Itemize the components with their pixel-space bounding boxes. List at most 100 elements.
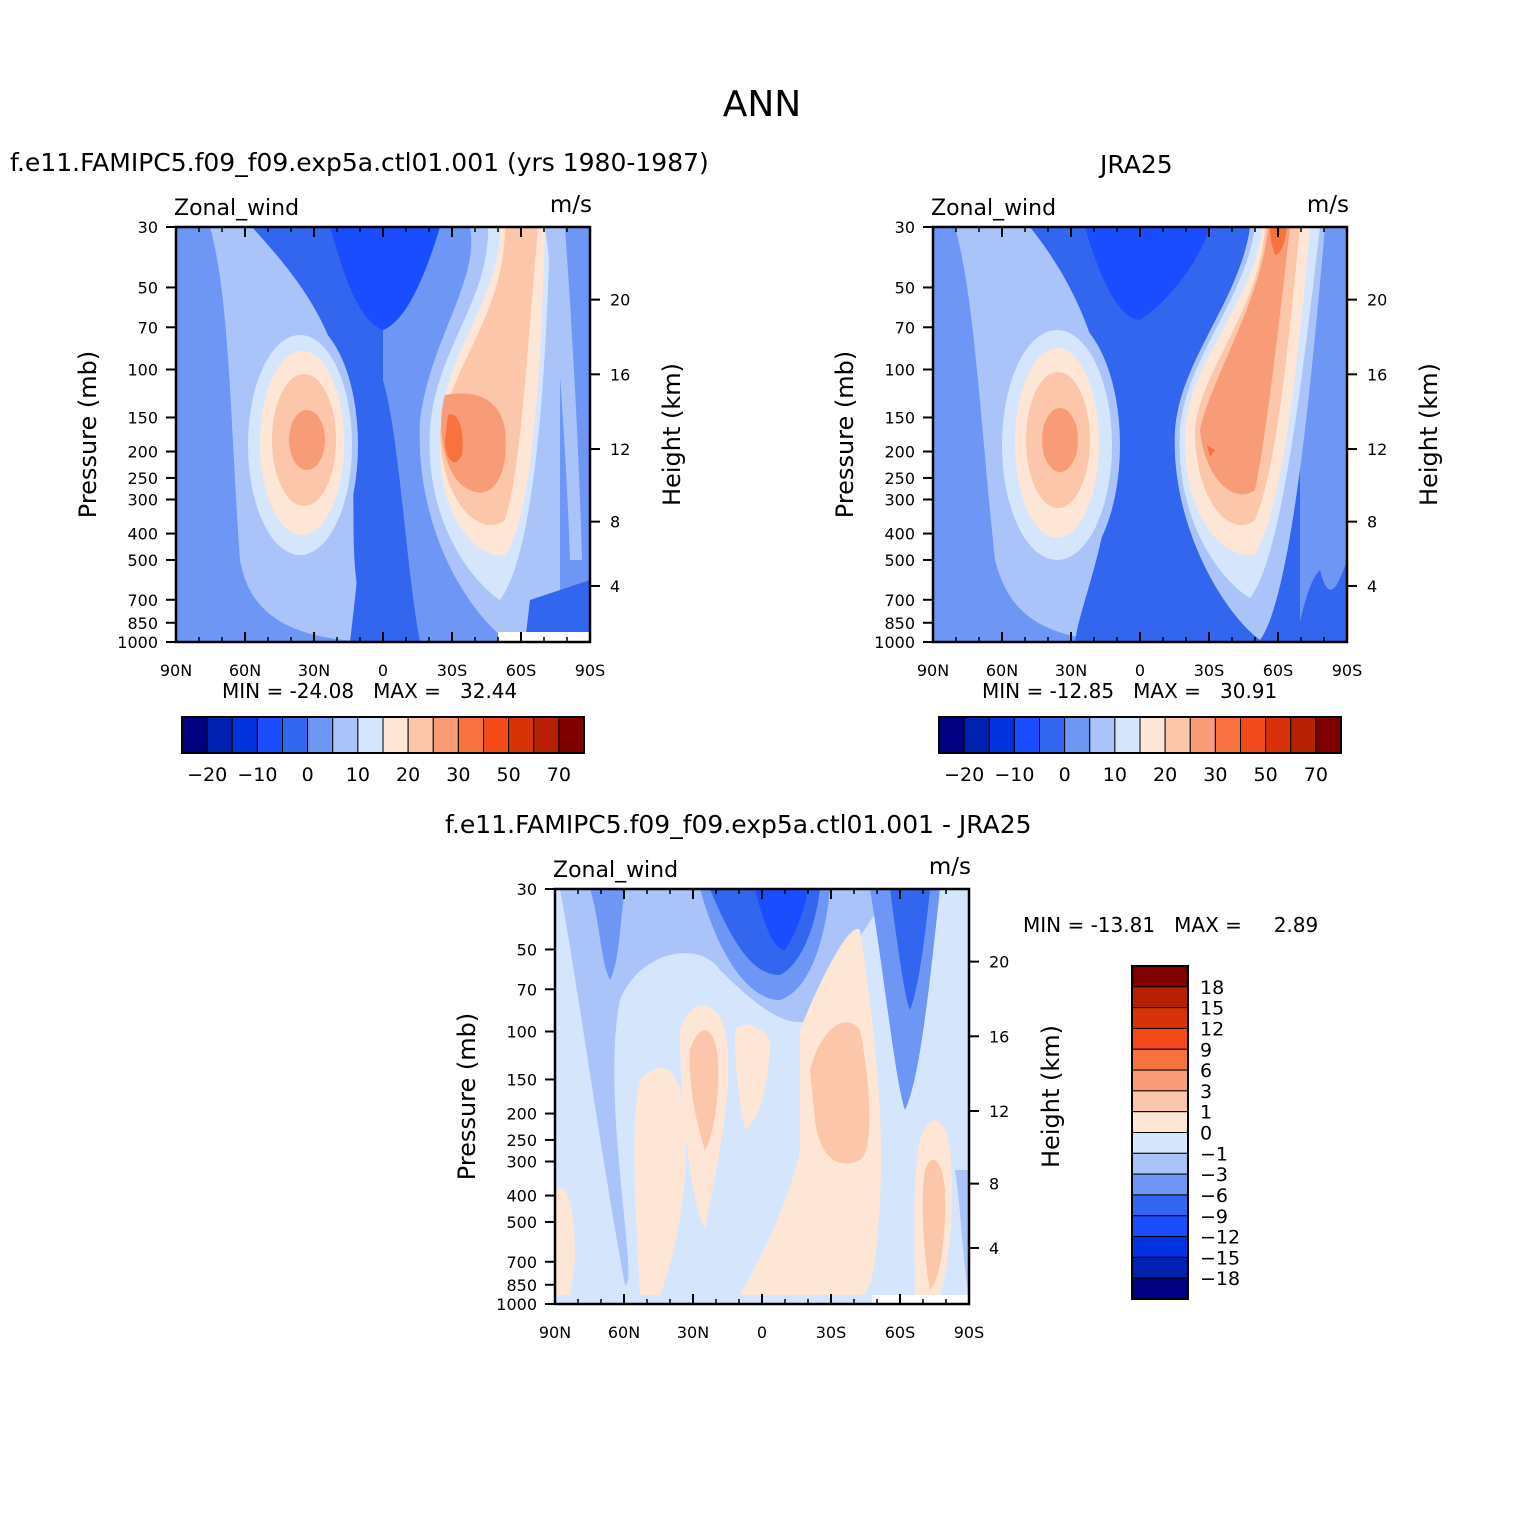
diff-colorbar-swatch	[1131, 1111, 1189, 1133]
obs-height-tick-label: 12	[1367, 440, 1387, 459]
obs-pressure-tick-label: 100	[884, 360, 915, 379]
model-colorbar: −20 −10 0 10 20 30 50 70	[181, 716, 585, 786]
diff-ylabel-height: Height (km)	[1037, 1025, 1065, 1168]
model-colorbar-label: 50	[497, 764, 521, 786]
model-colorbar-label: 20	[396, 764, 420, 786]
diff-pressure-tick-label: 850	[506, 1276, 537, 1295]
obs-variable-label: Zonal_wind	[931, 196, 1056, 221]
diff-height-tick-label: 12	[989, 1102, 1009, 1121]
diff-pressure-tick-label: 250	[506, 1131, 537, 1150]
diff-colorbar-label: 15	[1200, 998, 1224, 1020]
model-pressure-tick-label: 700	[127, 591, 158, 610]
model-colorbar-swatch	[307, 716, 334, 754]
obs-colorbar-swatch	[988, 716, 1015, 754]
model-height-tick-label: 16	[610, 365, 630, 384]
diff-pressure-tick-label: 150	[506, 1070, 537, 1089]
diff-x-tick-label: 30S	[816, 1323, 847, 1342]
diff-colorbar-label: 9	[1200, 1039, 1212, 1061]
obs-pressure-tick-label: 300	[884, 491, 915, 510]
diff-max-value: 2.89	[1273, 913, 1319, 937]
diff-colorbar-label: 12	[1200, 1018, 1224, 1040]
diff-colorbar-swatch	[1131, 1007, 1189, 1029]
obs-x-tick-label: 90N	[917, 661, 949, 680]
obs-pressure-tick-label: 1000	[874, 633, 915, 652]
obs-colorbar-frame	[938, 716, 1342, 754]
model-pressure-tick-label: 850	[127, 614, 158, 633]
obs-pressure-tick-label: 250	[884, 469, 915, 488]
model-colorbar-swatch	[357, 716, 384, 754]
obs-axes: 90N 60N 30N 0 30S 60S 90S 30 50 70 100 150 200 250 300…	[831, 192, 1443, 680]
model-axes: 90N 60N 30N 0 30S 60S 90S 30 50 70 100 150 200 250 300…	[74, 192, 686, 680]
obs-pressure-tick-label: 500	[884, 551, 915, 570]
diff-ylabel-pressure: Pressure (mb)	[453, 1013, 481, 1180]
diff-colorbar-label: −12	[1200, 1227, 1240, 1249]
obs-pressure-tick-label: 400	[884, 525, 915, 544]
obs-colorbar: −20 −10 0 10 20 30 50 70	[938, 716, 1342, 786]
model-colorbar-swatch	[382, 716, 409, 754]
obs-max-value: 30.91	[1220, 679, 1278, 703]
model-pressure-tick-label: 1000	[117, 633, 158, 652]
diff-min-value: -13.81	[1090, 913, 1156, 937]
model-x-tick-label: 90N	[160, 661, 192, 680]
diff-variable-label: Zonal_wind	[553, 858, 678, 883]
diff-colorbar-label: −15	[1200, 1247, 1240, 1269]
model-pressure-tick-label: 400	[127, 525, 158, 544]
diff-colorbar-swatch	[1131, 1090, 1189, 1113]
obs-height-tick-label: 20	[1367, 291, 1387, 310]
diff-min-max: MIN = -13.81 MAX = 2.89	[1023, 913, 1319, 937]
model-pressure-tick-label: 250	[127, 469, 158, 488]
diff-x-tick-label: 60S	[885, 1323, 916, 1342]
model-colorbar-label: −20	[187, 764, 227, 786]
model-x-tick-label: 0	[378, 661, 388, 680]
model-colorbar-label: 70	[547, 764, 571, 786]
diff-height-tick-label: 16	[989, 1027, 1009, 1046]
model-variable-label: Zonal_wind	[174, 196, 299, 221]
model-colorbar-swatch	[206, 716, 233, 754]
diff-colorbar-label: 1	[1200, 1102, 1212, 1124]
obs-colorbar-swatch	[1240, 716, 1267, 754]
model-pressure-tick-label: 30	[138, 218, 158, 237]
obs-pressure-tick-label: 50	[895, 278, 915, 297]
diff-colorbar-swatch	[1131, 1069, 1189, 1092]
model-height-tick-label: 12	[610, 440, 630, 459]
obs-colorbar-swatch	[1164, 716, 1191, 754]
obs-x-tick-label: 60S	[1263, 661, 1294, 680]
diff-colorbar-swatch	[1131, 965, 1189, 988]
obs-colorbar-swatch	[1089, 716, 1116, 754]
diff-pressure-tick-label: 300	[506, 1153, 537, 1172]
model-x-tick-label: 90S	[575, 661, 606, 680]
obs-colorbar-swatch	[1064, 716, 1091, 754]
model-ylabel-pressure: Pressure (mb)	[74, 351, 102, 518]
diff-contour-plot	[555, 889, 969, 1304]
model-height-tick-label: 4	[610, 577, 620, 596]
model-colorbar-swatch	[181, 716, 208, 754]
model-colorbar-swatch	[256, 716, 283, 754]
diff-colorbar-swatch	[1131, 1132, 1189, 1154]
obs-pressure-tick-label: 700	[884, 591, 915, 610]
diff-colorbar-swatch	[1131, 986, 1189, 1009]
model-min-max: MIN = -24.08 MAX = 32.44	[222, 679, 518, 703]
obs-ylabel-pressure: Pressure (mb)	[831, 351, 859, 518]
diff-colorbar-label: −3	[1200, 1164, 1228, 1186]
obs-colorbar-swatch	[1315, 716, 1342, 754]
model-colorbar-swatch	[231, 716, 258, 754]
diff-x-tick-label: 60N	[608, 1323, 640, 1342]
obs-min-max: MIN = -12.85 MAX = 30.91	[982, 679, 1278, 703]
diff-height-tick-label: 20	[989, 953, 1009, 972]
obs-pressure-tick-label: 850	[884, 614, 915, 633]
diff-colorbar-label: −1	[1200, 1143, 1228, 1165]
diff-colorbar-label: −18	[1200, 1268, 1240, 1290]
obs-x-tick-label: 30S	[1194, 661, 1225, 680]
model-contour-plot	[176, 227, 590, 642]
model-min-value: -24.08	[289, 679, 355, 703]
diff-colorbar-label: 0	[1200, 1123, 1212, 1145]
figure-title: ANN	[722, 84, 802, 125]
obs-colorbar-swatch	[1013, 716, 1040, 754]
diff-colorbar-label: −6	[1200, 1185, 1228, 1207]
diff-x-tick-label: 90S	[954, 1323, 985, 1342]
diff-colorbar-label: 6	[1200, 1060, 1212, 1082]
model-colorbar-swatch	[558, 716, 585, 754]
diff-pressure-tick-label: 100	[506, 1022, 537, 1041]
diff-x-tick-label: 30N	[677, 1323, 709, 1342]
